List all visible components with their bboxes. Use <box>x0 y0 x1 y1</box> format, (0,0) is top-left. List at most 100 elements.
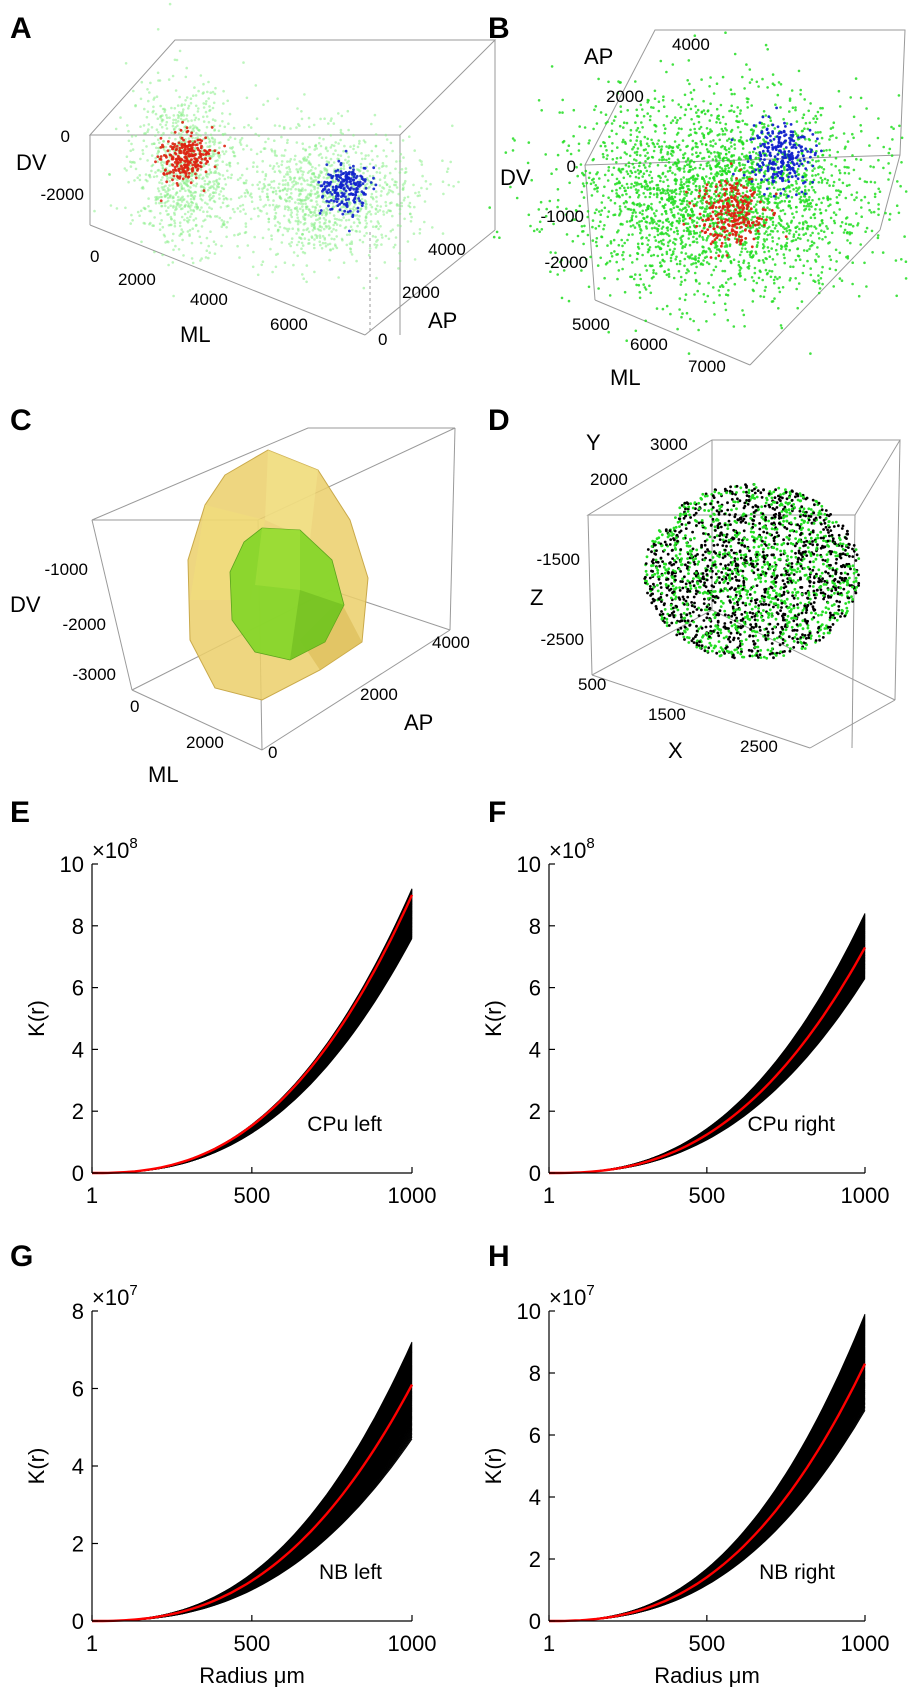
cloud-point <box>212 180 215 183</box>
cloud-point <box>362 139 366 142</box>
cloud-point <box>152 98 155 101</box>
cloud-point <box>694 255 697 258</box>
cloud-point <box>160 182 164 185</box>
cloud-point <box>838 171 842 175</box>
cloud-point <box>449 160 453 164</box>
cloud-point <box>255 152 259 156</box>
cloud-point <box>782 231 785 234</box>
cloud-point <box>304 213 308 216</box>
cloud-point <box>848 232 852 236</box>
cloud-point <box>813 167 816 170</box>
cloud-point <box>709 172 713 175</box>
cloud-point <box>681 246 684 250</box>
cloud-point <box>722 223 725 226</box>
cloud-point <box>646 151 649 155</box>
cluster-point <box>190 147 194 151</box>
cloud-point <box>819 176 823 180</box>
cluster-point <box>188 149 192 153</box>
cloud-point <box>146 130 149 133</box>
cloud-point <box>817 181 821 184</box>
cloud-point <box>607 166 611 169</box>
cloud-point <box>757 232 761 236</box>
cluster-point <box>325 199 329 203</box>
cloud-point <box>792 235 795 238</box>
cloud-point <box>832 180 836 184</box>
cloud-point <box>671 221 674 224</box>
cloud-point <box>384 133 388 137</box>
cloud-point <box>779 209 783 213</box>
cloud-point <box>623 186 626 190</box>
cloud-point <box>229 176 233 180</box>
cluster-point <box>355 186 359 190</box>
cloud-point <box>337 112 340 115</box>
cloud-point <box>685 208 688 212</box>
cloud-point <box>637 196 640 199</box>
cloud-point <box>154 134 157 137</box>
cloud-point <box>631 162 635 166</box>
cloud-point <box>265 192 269 196</box>
cloud-point <box>218 197 221 200</box>
cloud-point <box>313 238 316 241</box>
cloud-point <box>733 169 737 172</box>
cloud-point <box>261 170 265 174</box>
cloud-point <box>301 273 304 276</box>
cloud-point <box>214 119 217 122</box>
cloud-point <box>267 217 271 221</box>
panel-a-dv-tick: 0 <box>61 127 70 146</box>
cloud-point <box>334 141 338 144</box>
cluster-point <box>168 153 172 157</box>
cloud-point <box>324 241 327 245</box>
cloud-point <box>399 152 403 156</box>
cloud-point <box>194 184 198 188</box>
cloud-point <box>680 180 683 184</box>
cloud-point <box>253 207 256 211</box>
cloud-point <box>625 220 629 223</box>
cloud-point <box>659 151 663 154</box>
cloud-point <box>322 209 326 212</box>
cloud-point <box>723 133 727 136</box>
cloud-point <box>664 175 667 178</box>
cloud-point <box>855 191 859 194</box>
cloud-point <box>401 139 405 142</box>
cluster-point <box>166 159 170 163</box>
cloud-point <box>727 166 731 170</box>
cluster-point <box>354 191 358 195</box>
cloud-point <box>796 173 800 176</box>
cluster-point <box>360 177 364 181</box>
cloud-point <box>317 164 321 167</box>
cloud-point <box>575 165 578 169</box>
cloud-point <box>707 150 711 153</box>
cloud-point <box>389 141 393 145</box>
cloud-point <box>341 205 345 208</box>
cloud-point <box>176 104 180 107</box>
cloud-point <box>326 176 330 180</box>
cloud-point <box>668 239 672 242</box>
cloud-point <box>326 196 329 200</box>
cloud-point <box>221 160 224 163</box>
cloud-point <box>807 198 811 202</box>
cloud-point <box>807 188 811 192</box>
cloud-point <box>670 208 673 211</box>
cloud-point <box>654 239 658 242</box>
cluster-point <box>175 164 179 168</box>
cloud-point <box>759 270 762 274</box>
cloud-point <box>353 208 356 212</box>
cloud-point <box>350 253 354 256</box>
cloud-point <box>888 212 892 216</box>
cloud-point <box>223 152 226 156</box>
cloud-point <box>124 206 127 210</box>
cloud-point <box>609 240 613 243</box>
cloud-point <box>593 187 596 191</box>
cloud-point <box>662 243 665 246</box>
cloud-point <box>194 191 198 194</box>
cloud-point <box>367 154 370 157</box>
cloud-point <box>172 118 175 122</box>
cloud-point <box>374 212 378 215</box>
cloud-point <box>307 208 311 211</box>
cloud-point <box>569 260 572 264</box>
cloud-point <box>692 235 695 239</box>
cloud-point <box>173 177 176 180</box>
cloud-point <box>211 118 215 121</box>
cloud-point <box>787 204 791 208</box>
cloud-point <box>648 195 652 199</box>
